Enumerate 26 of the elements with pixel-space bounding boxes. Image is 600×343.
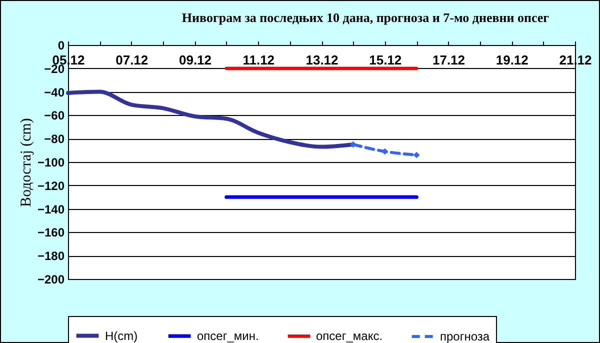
y-tick-label: −120: [37, 178, 65, 193]
y-tick-label: −180: [37, 249, 65, 264]
y-axis-title: Водостај (cm): [18, 118, 34, 207]
y-tick-label: −140: [37, 202, 65, 216]
point: [413, 152, 420, 158]
legend-label: опсег_макс.: [316, 329, 383, 343]
x-tick-label: 13.12: [306, 52, 338, 68]
x-tick-label: 09.12: [178, 52, 212, 68]
y-tick-label: −40: [44, 85, 65, 100]
y-tick-label: −160: [37, 226, 65, 240]
x-tick-label: 07.12: [116, 52, 148, 68]
y-tick-label: −100: [37, 156, 65, 170]
point: [382, 148, 388, 155]
legend-label: опсег_мин.: [197, 329, 259, 343]
chart-title: Нивограм за последњих 10 дана, прогноза и 7-мо дневни опсег: [182, 10, 550, 25]
legend-label: H(cm): [105, 328, 138, 343]
x-tick-label: 11.12: [242, 52, 275, 68]
x-tick-label: 19.12: [496, 52, 528, 68]
y-tick-label: −80: [44, 132, 65, 146]
y-tick-label: 0: [58, 38, 65, 52]
x-tick-label: 15.12: [369, 52, 402, 68]
y-tick-label: −200: [37, 272, 65, 286]
x-tick-label: 17.12: [432, 52, 466, 68]
y-tick-label: −60: [44, 108, 65, 123]
legend-label: прогноза: [440, 330, 490, 343]
point: [350, 141, 356, 148]
